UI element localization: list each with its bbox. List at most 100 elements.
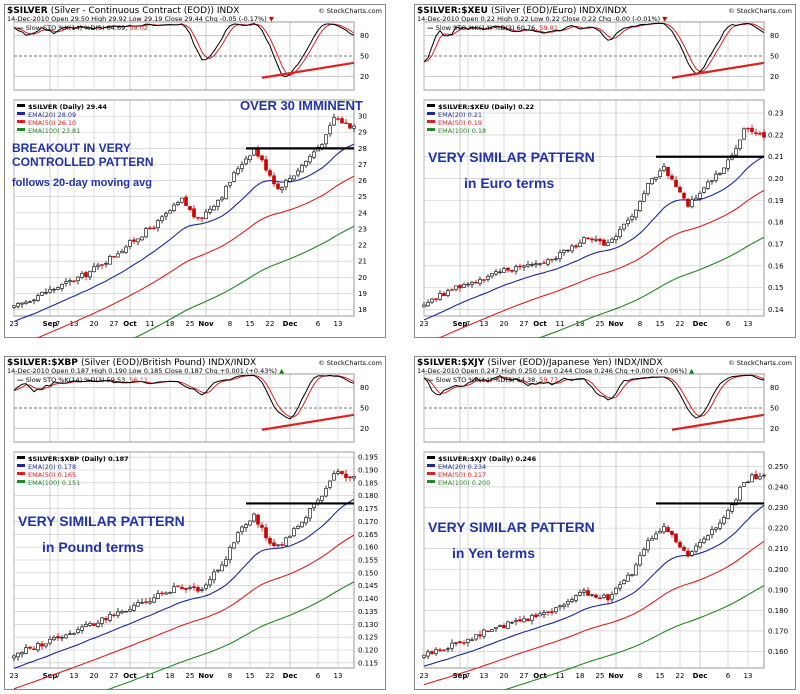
candle-body: [526, 618, 530, 622]
time-tick-label: 23: [10, 672, 19, 680]
annotation-text: in Euro terms: [464, 175, 554, 191]
quote-high: High 29.92: [91, 15, 129, 23]
price-tick-label: 0.115: [358, 659, 378, 667]
candle-body: [252, 513, 256, 522]
price-tick-label: 0.20: [768, 175, 784, 183]
quote-low: Low 0.244: [539, 367, 575, 375]
candle-body: [280, 544, 284, 546]
candle-body: [654, 533, 658, 540]
ema50-legend-swatch: [17, 120, 25, 123]
candle-body: [244, 524, 248, 528]
candle-body: [594, 594, 598, 598]
ema20-legend-swatch: [427, 464, 435, 467]
candle-body: [554, 607, 558, 613]
price-tick-label: 0.190: [358, 467, 378, 475]
price-legend-text: $SILVER:$XJY (Daily) 0.246: [438, 455, 537, 463]
time-tick-label: Dec: [283, 320, 298, 328]
candle-body: [666, 166, 670, 176]
candle-body: [582, 237, 586, 244]
candle-body: [670, 530, 674, 535]
candle-body: [332, 473, 336, 481]
stochastic-label: — Slow STO %K(14) %D(3) 64.69, 59.02: [17, 24, 148, 32]
candle-body: [454, 285, 458, 290]
time-tick-label: 20: [500, 320, 509, 328]
stochastic-tick-label: 80: [770, 384, 779, 392]
time-tick-label: 20: [500, 672, 509, 680]
candle-body: [340, 471, 344, 475]
price-tick-label: 0.250: [768, 463, 788, 471]
candle-body: [706, 535, 710, 541]
candle-body: [268, 170, 272, 176]
candle-body: [272, 542, 276, 547]
quote-change: Chg +0.000 (+0.06%): [615, 367, 689, 375]
annotation-text: in Yen terms: [452, 545, 535, 561]
annotation-line: BREAKOUT IN VERY: [12, 141, 131, 155]
time-tick-label: 20: [90, 672, 99, 680]
candle-body: [470, 639, 474, 641]
candle-body: [470, 282, 474, 285]
time-tick-label: 23: [420, 672, 429, 680]
candle-body: [340, 118, 344, 124]
candle-body: [264, 527, 268, 539]
time-tick-label: 18: [166, 672, 175, 680]
price-tick-label: 0.170: [768, 627, 788, 635]
chart-description: (Silver (EOD)/Japanese Yen) INDX/INDX: [487, 358, 662, 368]
candle-body: [486, 630, 490, 633]
sto-k-value: 59.53,: [107, 376, 130, 384]
price-tick-label: 22: [358, 242, 367, 250]
stochastic-trendline: [261, 61, 355, 79]
candle-body: [72, 280, 76, 282]
price-tick-label: 28: [358, 145, 367, 153]
price-tick-label: 0.180: [768, 607, 788, 615]
stochastic-tick-label: 80: [360, 384, 369, 392]
candle-body: [558, 252, 562, 259]
quote-line: 14-Dec-2010 Open 0.247 High 0.250 Low 0.…: [417, 367, 694, 375]
candle-body: [730, 504, 734, 512]
ema50-legend: EMA(50) 0.217: [438, 471, 486, 479]
time-tick-label: Sep: [43, 320, 58, 328]
ema100-legend-swatch: [17, 480, 25, 483]
candle-body: [550, 258, 554, 261]
ema100-line: [537, 236, 765, 338]
ema50-legend-text: EMA(50) 0.165: [28, 471, 76, 479]
candle-body: [204, 211, 208, 220]
stochastic-trendline: [671, 413, 765, 431]
candle-body: [80, 273, 84, 278]
quote-low: Low 0.185: [129, 367, 165, 375]
annotation-text: VERY SIMILAR PATTERN: [18, 513, 185, 529]
time-tick-label: 13: [334, 320, 343, 328]
candle-body: [490, 273, 494, 277]
candle-body: [36, 295, 40, 301]
candle-body: [268, 538, 272, 544]
time-tick-label: 15: [246, 320, 255, 328]
candle-body: [518, 265, 522, 268]
ema20-legend: EMA(20) 28.09: [28, 111, 76, 119]
candle-body: [232, 172, 236, 182]
candle-body: [348, 476, 352, 479]
candle-body: [256, 148, 260, 157]
price-legend-swatch: [427, 104, 435, 107]
candle-body: [208, 579, 212, 586]
candle-body: [312, 151, 316, 158]
candle-body: [48, 638, 52, 644]
stochastic-k-line: [423, 374, 765, 419]
price-tick-label: 0.125: [358, 634, 378, 642]
candle-body: [288, 178, 292, 182]
stochastic-tick-label: 50: [360, 405, 369, 413]
time-tick-label: 15: [246, 672, 255, 680]
candle-body: [746, 127, 750, 130]
candle-body: [590, 238, 594, 241]
candle-body: [248, 520, 252, 526]
ema20-line: [423, 156, 765, 321]
price-tick-label: 0.19: [768, 197, 784, 205]
quote-line: 14-Dec-2010 Open 29.50 High 29.92 Low 29…: [7, 15, 274, 23]
candle-body: [128, 608, 132, 612]
quote-open: Open 0.22: [461, 15, 497, 23]
stockcharts-watermark: © StockCharts.com: [318, 7, 382, 15]
price-tick-label: 0.17: [768, 241, 784, 249]
candle-body: [36, 643, 40, 651]
candle-body: [446, 648, 450, 650]
ema50-legend: EMA(50) 26.10: [28, 119, 76, 127]
price-legend-text: $SILVER:$XBP (Daily) 0.187: [28, 455, 129, 463]
quote-open: Open 0.247: [461, 367, 501, 375]
